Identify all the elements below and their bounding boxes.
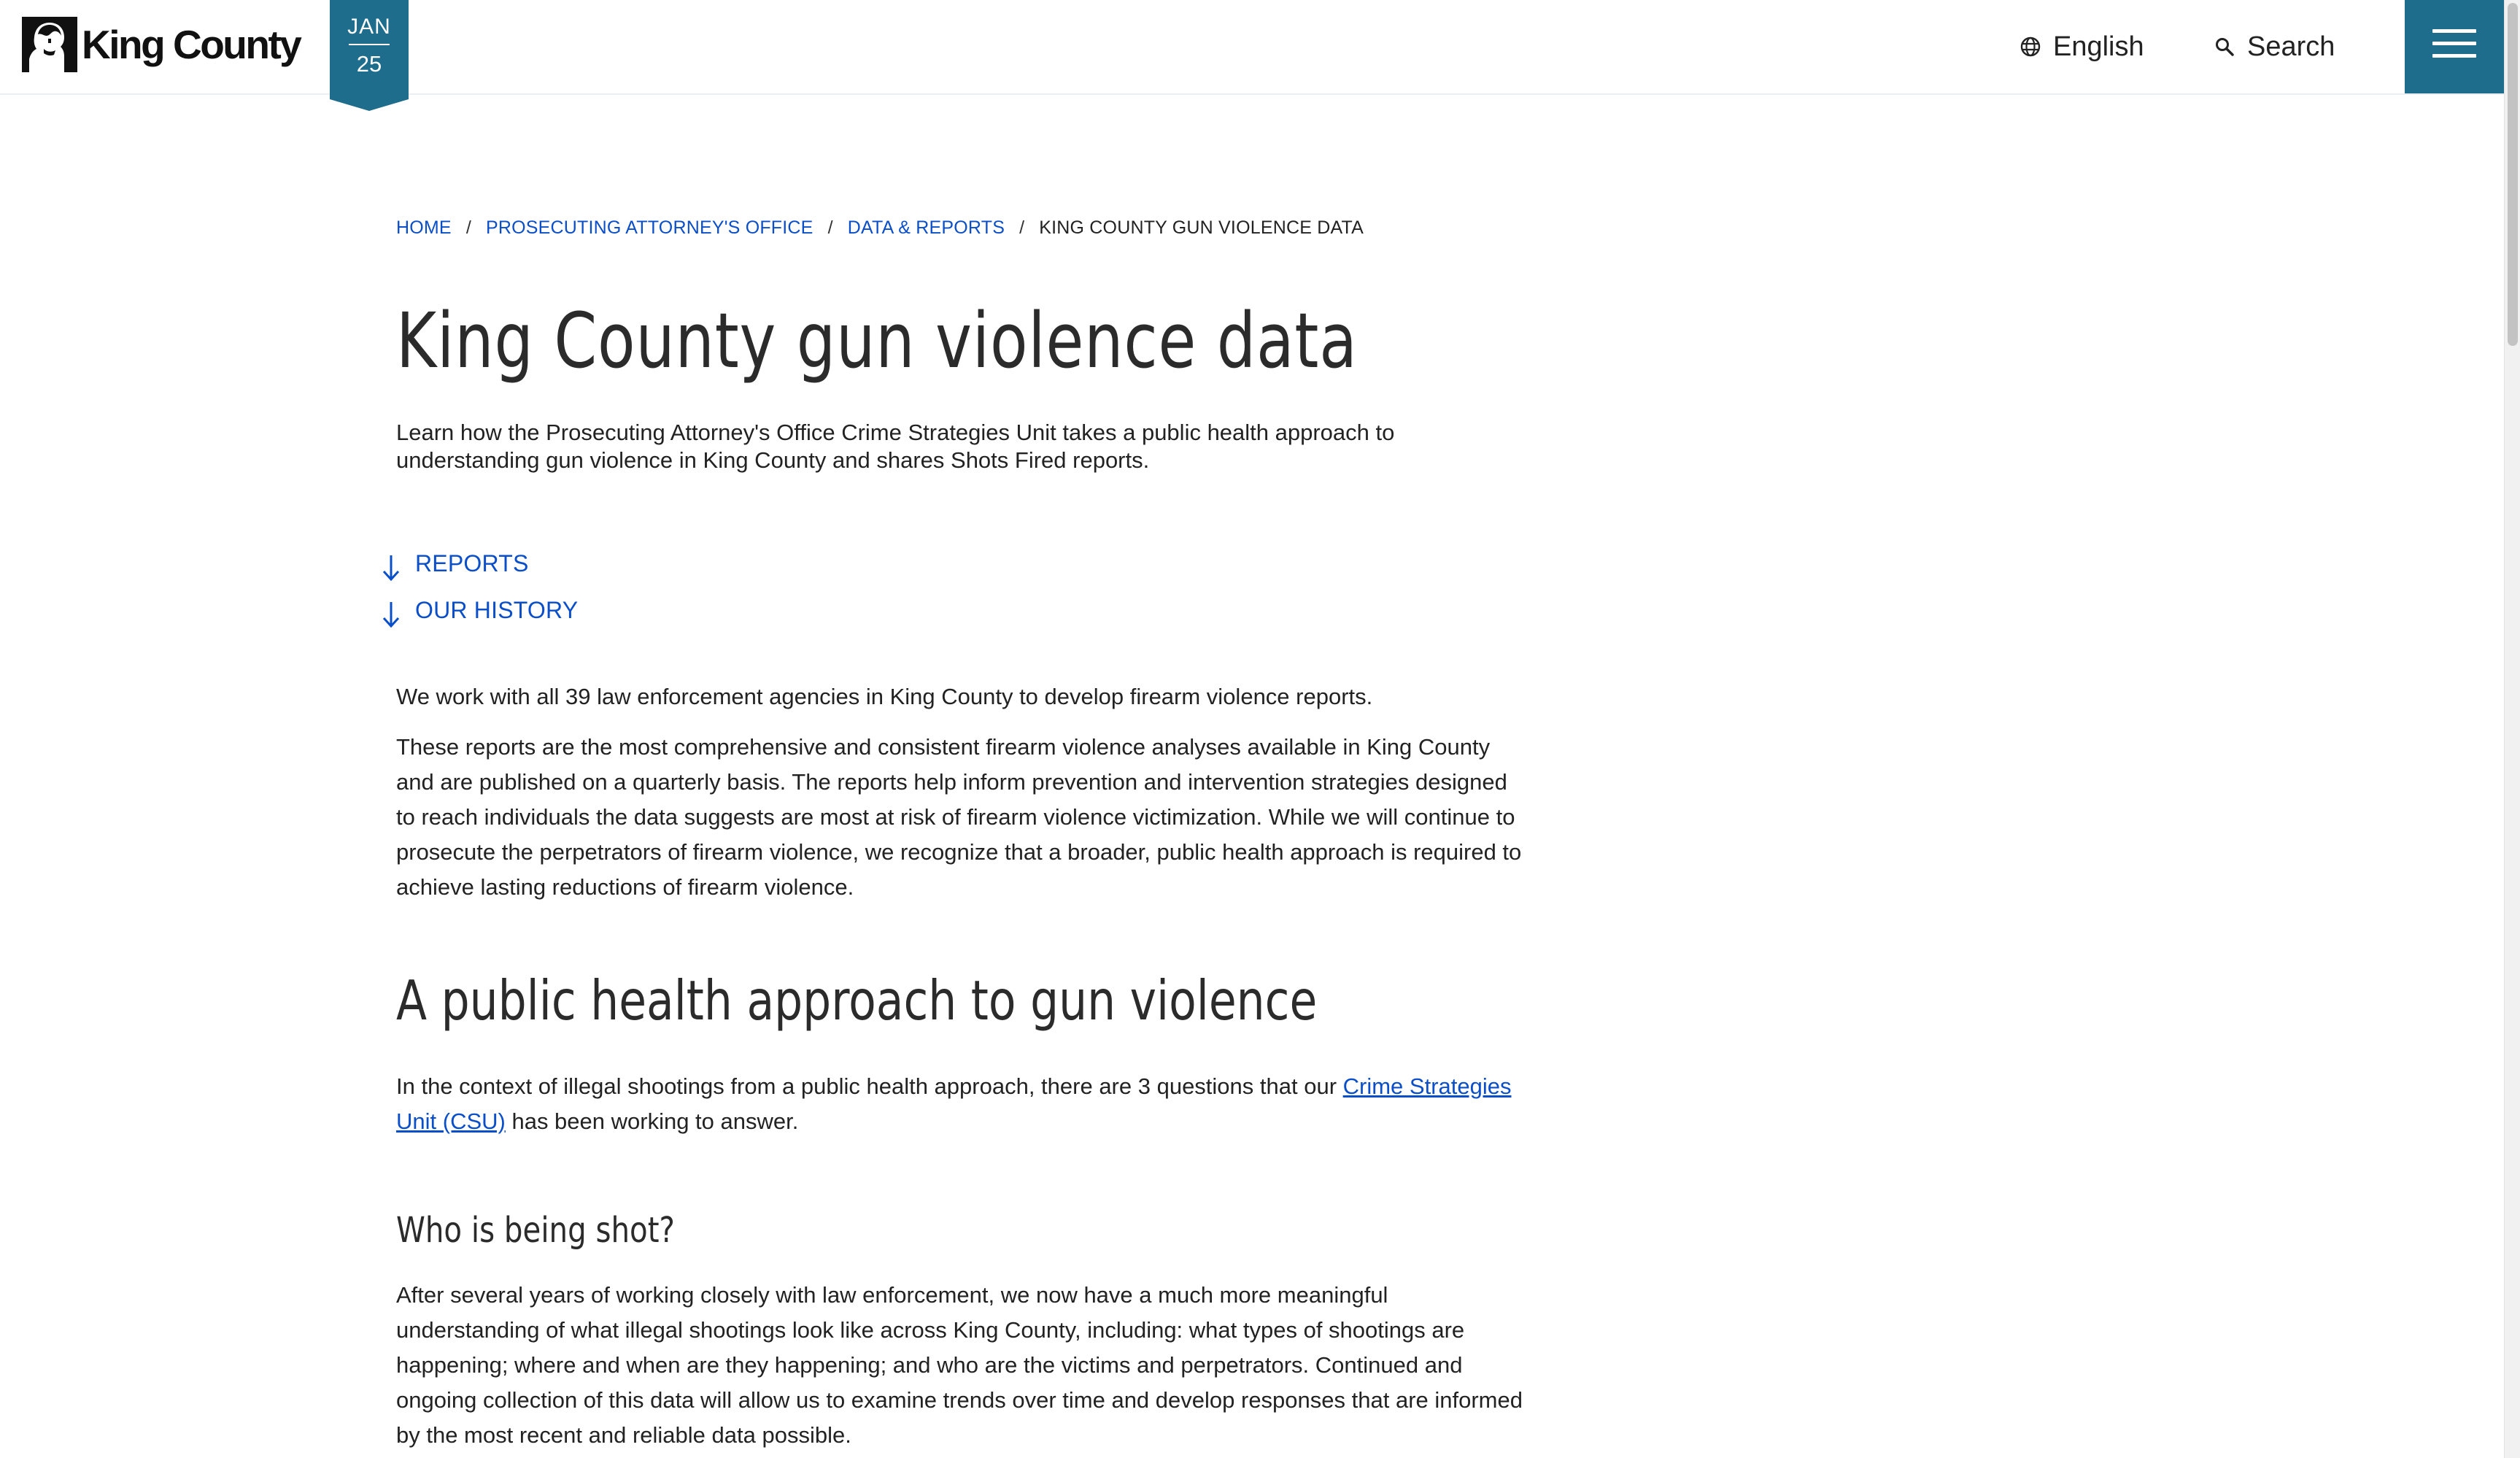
csu-paragraph-text-end: has been working to answer. [505, 1108, 799, 1134]
page-title: King County gun violence data [396, 296, 1358, 385]
breadcrumb-separator: / [827, 217, 833, 238]
crime-strategies-unit-link[interactable]: Crime Strategies Unit (CSU) [396, 1073, 1512, 1134]
csu-paragraph: In the context of illegal shootings from… [396, 1069, 1523, 1139]
mlk-profile-icon [22, 17, 77, 72]
globe-icon [2020, 36, 2041, 57]
date-day: 25 [356, 51, 382, 77]
breadcrumb-current: KING COUNTY GUN VIOLENCE DATA [1039, 217, 1364, 238]
arrow-down-icon [382, 602, 400, 628]
menu-button[interactable] [2405, 0, 2504, 93]
date-divider [349, 44, 390, 45]
arrow-down-icon [382, 555, 400, 582]
jump-link-label: REPORTS [415, 549, 529, 576]
language-label: English [2053, 31, 2144, 62]
scrollbar-thumb[interactable] [2508, 3, 2518, 346]
jump-link-our-history[interactable]: OUR HISTORY [380, 587, 578, 633]
logo-text: King County [82, 22, 302, 67]
date-badge-ribbon [330, 0, 409, 111]
breadcrumb: HOME / PROSECUTING ATTORNEY'S OFFICE / DATA … [396, 217, 1364, 239]
site-header: King County JAN 25 English Search [0, 0, 2504, 111]
search-icon [2216, 38, 2234, 56]
breadcrumb-separator: / [465, 217, 471, 238]
page-lede: Learn how the Prosecuting Attorney's Off… [396, 420, 1395, 473]
date-badge: JAN 25 [330, 0, 409, 111]
hamburger-menu-icon [2432, 29, 2476, 58]
jump-links: REPORTS OUR HISTORY [380, 540, 578, 633]
king-county-logo[interactable]: King County [22, 16, 302, 73]
section-heading-public-health: A public health approach to gun violence [396, 968, 1318, 1033]
date-month: JAN [347, 15, 391, 39]
language-selector[interactable]: English [2020, 28, 2144, 66]
breadcrumb-data-reports[interactable]: DATA & REPORTS [847, 217, 1005, 238]
breadcrumb-prosecuting-attorneys-office[interactable]: PROSECUTING ATTORNEY'S OFFICE [485, 217, 813, 238]
page-scrollbar[interactable] [2504, 0, 2520, 1458]
breadcrumb-home[interactable]: HOME [396, 217, 452, 238]
jump-link-reports[interactable]: REPORTS [380, 540, 578, 587]
who-is-shot-paragraph: After several years of working closely w… [396, 1282, 1523, 1448]
search-button[interactable]: Search [2215, 28, 2335, 66]
csu-paragraph-text-start: In the context of illegal shootings from… [396, 1073, 1343, 1099]
section-heading-who-is-being-shot: Who is being shot? [396, 1210, 675, 1251]
reports-paragraph: These reports are the most comprehensive… [396, 734, 1522, 900]
intro-paragraph: We work with all 39 law enforcement agen… [396, 684, 1373, 709]
breadcrumb-separator: / [1019, 217, 1025, 238]
search-label: Search [2247, 31, 2335, 62]
jump-link-label: OUR HISTORY [415, 596, 579, 623]
